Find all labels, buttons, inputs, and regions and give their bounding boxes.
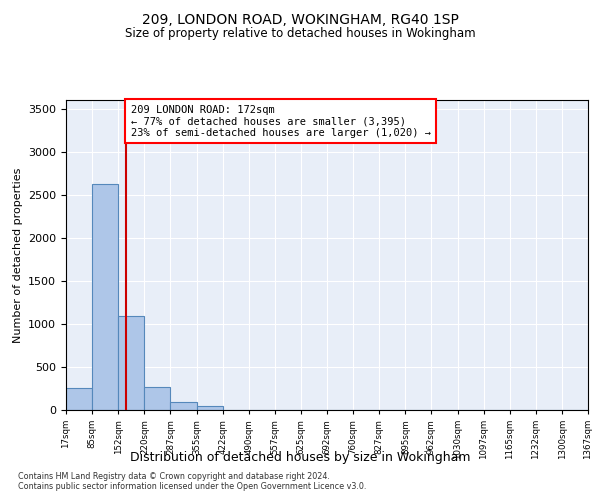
Y-axis label: Number of detached properties: Number of detached properties	[13, 168, 23, 342]
Text: 209, LONDON ROAD, WOKINGHAM, RG40 1SP: 209, LONDON ROAD, WOKINGHAM, RG40 1SP	[142, 12, 458, 26]
Bar	[92, 184, 118, 410]
Text: Distribution of detached houses by size in Wokingham: Distribution of detached houses by size …	[130, 451, 470, 464]
Bar	[145, 387, 170, 410]
Text: Contains public sector information licensed under the Open Government Licence v3: Contains public sector information licen…	[18, 482, 367, 491]
Bar	[197, 406, 223, 410]
Text: 209 LONDON ROAD: 172sqm
← 77% of detached houses are smaller (3,395)
23% of semi: 209 LONDON ROAD: 172sqm ← 77% of detache…	[131, 104, 431, 138]
Text: Contains HM Land Registry data © Crown copyright and database right 2024.: Contains HM Land Registry data © Crown c…	[18, 472, 330, 481]
Bar	[170, 402, 197, 410]
Text: Size of property relative to detached houses in Wokingham: Size of property relative to detached ho…	[125, 28, 475, 40]
Bar	[66, 388, 92, 410]
Bar	[118, 316, 145, 410]
